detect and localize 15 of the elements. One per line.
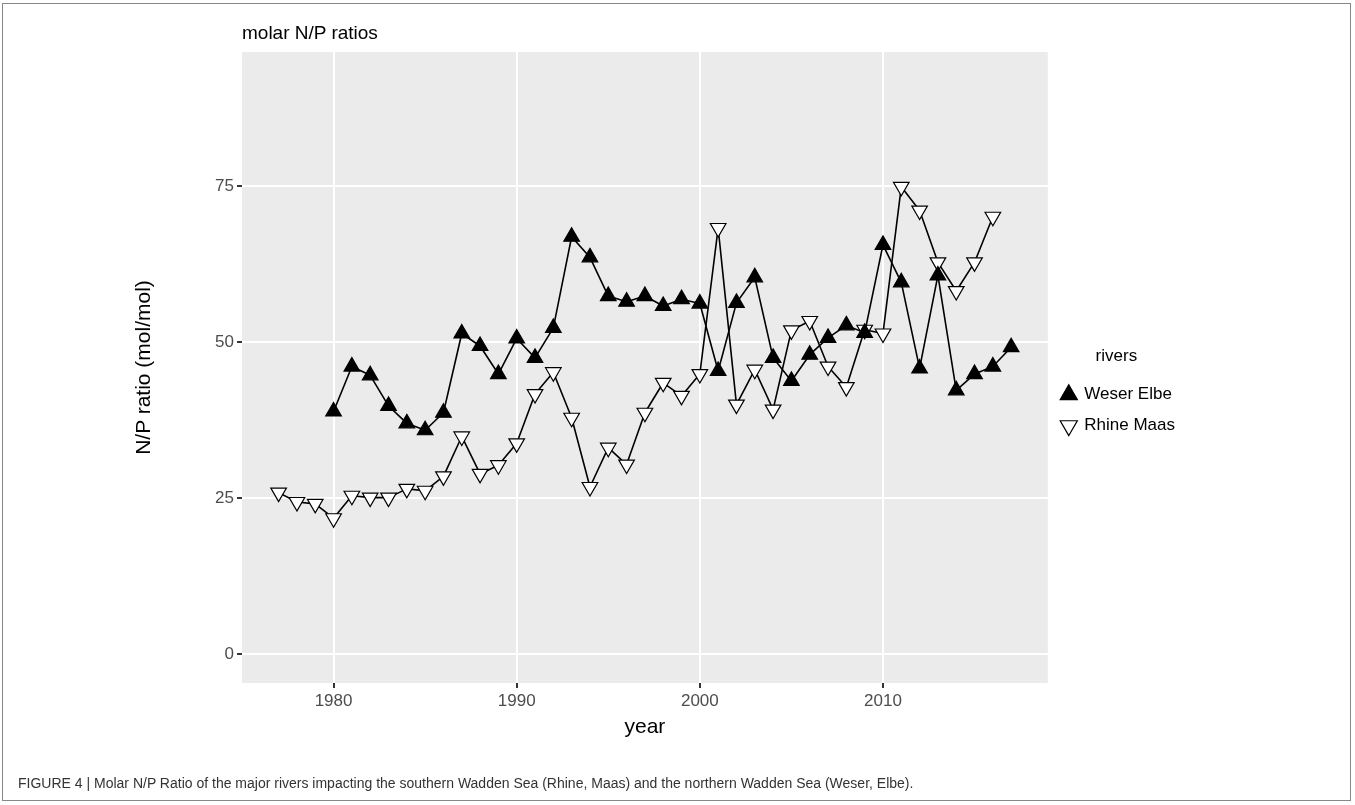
y-tick-label: 50 [215, 331, 234, 351]
x-tick-label: 2000 [680, 690, 719, 710]
legend-label: Weser Elbe [1084, 384, 1172, 404]
y-axis-title: N/P ratio (mol/mol) [131, 280, 155, 455]
chart-title: molar N/P ratios [242, 22, 378, 44]
x-tick-label: 1980 [314, 690, 353, 710]
y-tick-label: 0 [224, 643, 234, 663]
y-tick-label: 25 [215, 487, 234, 507]
x-tick-label: 1990 [497, 690, 536, 710]
caption: FIGURE 4 | Molar N/P Ratio of the major rivers impacting the southern Wadden Sea (Rhine, Maas) and the northern Wadden Sea (Weser, Elbe). [18, 775, 914, 791]
legend-label: Rhine Maas [1084, 415, 1176, 435]
y-tick-label: 75 [215, 175, 234, 195]
x-axis-title: year [624, 714, 666, 738]
legend-title: rivers [1095, 345, 1138, 365]
x-tick-label: 2010 [864, 690, 902, 710]
